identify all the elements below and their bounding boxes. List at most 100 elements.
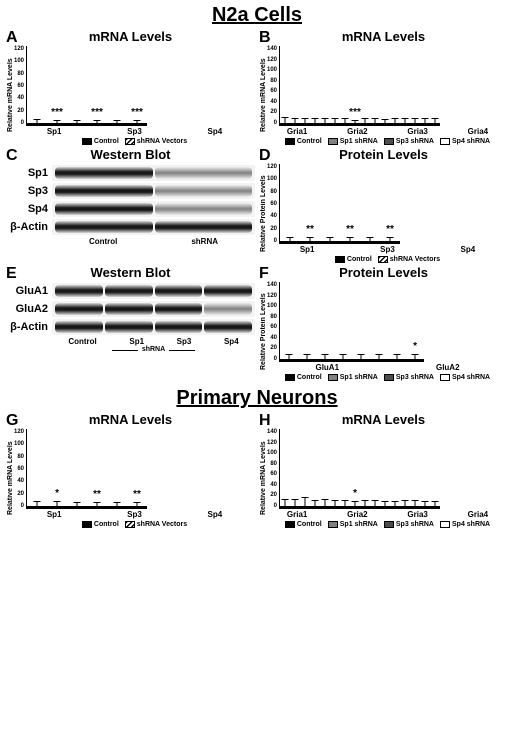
bar: * <box>350 506 360 508</box>
wb-row-label: Sp4 <box>6 203 52 215</box>
panel-e-xlabels: ControlSp1Sp3Sp4 <box>52 337 255 346</box>
panel-g-plot: ***** <box>26 429 147 509</box>
panel-h-title: mRNA Levels <box>259 412 508 427</box>
panel-d-plot: ****** <box>279 164 400 244</box>
panel-b-plot: *** <box>279 46 440 126</box>
bar <box>290 123 300 125</box>
bar <box>310 506 320 508</box>
wb-band <box>55 285 103 297</box>
wb-band <box>204 303 252 315</box>
panel-h-legend: Control Sp1 shRNA Sp3 shRNA Sp4 shRNA <box>267 521 508 528</box>
panel-g-xlabels: Sp1Sp3Sp4 <box>14 510 255 519</box>
wb-band <box>155 203 253 215</box>
wb-band <box>204 285 252 297</box>
wb-row-label: β-Actin <box>6 221 52 233</box>
panel-h-yticks: 140120100806040200 <box>267 429 279 509</box>
wb-row-label: β-Actin <box>6 321 52 333</box>
panel-a: A mRNA Levels Relative mRNA Levels 12010… <box>6 27 255 145</box>
panel-d-legend: Control shRNA Vectors <box>267 256 508 263</box>
n2a-title: N2a Cells <box>0 0 514 27</box>
bar <box>280 506 290 508</box>
panel-b-title: mRNA Levels <box>259 29 508 44</box>
bar <box>300 123 310 125</box>
bar: *** <box>127 123 147 125</box>
panel-f-legend: Control Sp1 shRNA Sp3 shRNA Sp4 shRNA <box>267 374 508 381</box>
bar <box>420 506 430 508</box>
bar <box>280 359 298 361</box>
bar <box>360 241 380 243</box>
panel-e-sublabel: shRNA <box>112 346 195 353</box>
bar <box>298 359 316 361</box>
panel-c-xlabels: ControlshRNA <box>52 237 255 246</box>
panel-letter-e: E <box>6 265 17 283</box>
panel-g-title: mRNA Levels <box>6 412 255 427</box>
bar <box>316 359 334 361</box>
panel-d-ylabel: Relative Protein Levels <box>259 164 267 263</box>
wb-band <box>55 167 153 179</box>
panel-g-legend: Control shRNA Vectors <box>14 521 255 528</box>
panel-letter-h: H <box>259 412 271 430</box>
panel-h: H mRNA Levels Relative mRNA Levels 14012… <box>259 410 508 528</box>
panel-f-ylabel: Relative Protein Levels <box>259 282 267 381</box>
bar <box>430 123 440 125</box>
bar: *** <box>87 123 107 125</box>
panel-d-yticks: 120100806040200 <box>267 164 279 244</box>
panel-d: D Protein Levels Relative Protein Levels… <box>259 145 508 263</box>
panel-d-xlabels: Sp1Sp3Sp4 <box>267 245 508 254</box>
wb-band <box>155 167 253 179</box>
panel-b-xlabels: Gria1Gria2Gria3Gria4 <box>267 127 508 136</box>
bar <box>320 123 330 125</box>
panel-a-xlabels: Sp1Sp3Sp4 <box>14 127 255 136</box>
panel-b: B mRNA Levels Relative mRNA Levels 14012… <box>259 27 508 145</box>
panel-a-ylabel: Relative mRNA Levels <box>6 46 14 145</box>
panel-letter-d: D <box>259 147 271 165</box>
wb-band <box>55 185 153 197</box>
panel-a-plot: *** *** *** <box>26 46 147 126</box>
wb-row-label: Sp1 <box>6 167 52 179</box>
bar <box>334 359 352 361</box>
bar <box>430 506 440 508</box>
bar <box>320 506 330 508</box>
bar <box>352 359 370 361</box>
bar <box>27 506 47 508</box>
bar <box>380 123 390 125</box>
wb-band <box>155 285 203 297</box>
panel-letter-c: C <box>6 147 18 165</box>
bar: *** <box>47 123 67 125</box>
bar <box>420 123 430 125</box>
bar <box>340 506 350 508</box>
bar <box>360 506 370 508</box>
bar <box>360 123 370 125</box>
wb-band <box>105 285 153 297</box>
panel-b-legend: Control Sp1 shRNA Sp3 shRNA Sp4 shRNA <box>267 138 508 145</box>
primary-neurons-title: Primary Neurons <box>0 387 514 410</box>
bar <box>370 123 380 125</box>
bar: ** <box>300 241 320 243</box>
panel-letter-b: B <box>259 29 271 47</box>
wb-band <box>155 221 253 233</box>
wb-band <box>155 321 203 333</box>
panel-f-xlabels: GluA1GluA2 <box>267 363 508 372</box>
wb-band <box>55 303 103 315</box>
panel-f: F Protein Levels Relative Protein Levels… <box>259 263 508 381</box>
wb-band <box>155 303 203 315</box>
panel-f-yticks: 140120100806040200 <box>267 282 279 362</box>
wb-band <box>55 321 103 333</box>
panel-a-title: mRNA Levels <box>6 29 255 44</box>
bar <box>410 506 420 508</box>
bar <box>290 506 300 508</box>
panel-g-yticks: 120100806040200 <box>14 429 26 509</box>
bar: * <box>406 359 424 361</box>
bar: * <box>47 506 67 508</box>
panel-b-yticks: 140120100806040200 <box>267 46 279 126</box>
panel-h-plot: * <box>279 429 440 509</box>
panel-g-ylabel: Relative mRNA Levels <box>6 429 14 528</box>
panel-letter-g: G <box>6 412 18 430</box>
bar <box>370 506 380 508</box>
wb-row-label: GluA1 <box>6 285 52 297</box>
wb-band <box>204 321 252 333</box>
panel-h-xlabels: Gria1Gria2Gria3Gria4 <box>267 510 508 519</box>
wb-row-label: Sp3 <box>6 185 52 197</box>
panel-h-ylabel: Relative mRNA Levels <box>259 429 267 528</box>
bar <box>107 506 127 508</box>
